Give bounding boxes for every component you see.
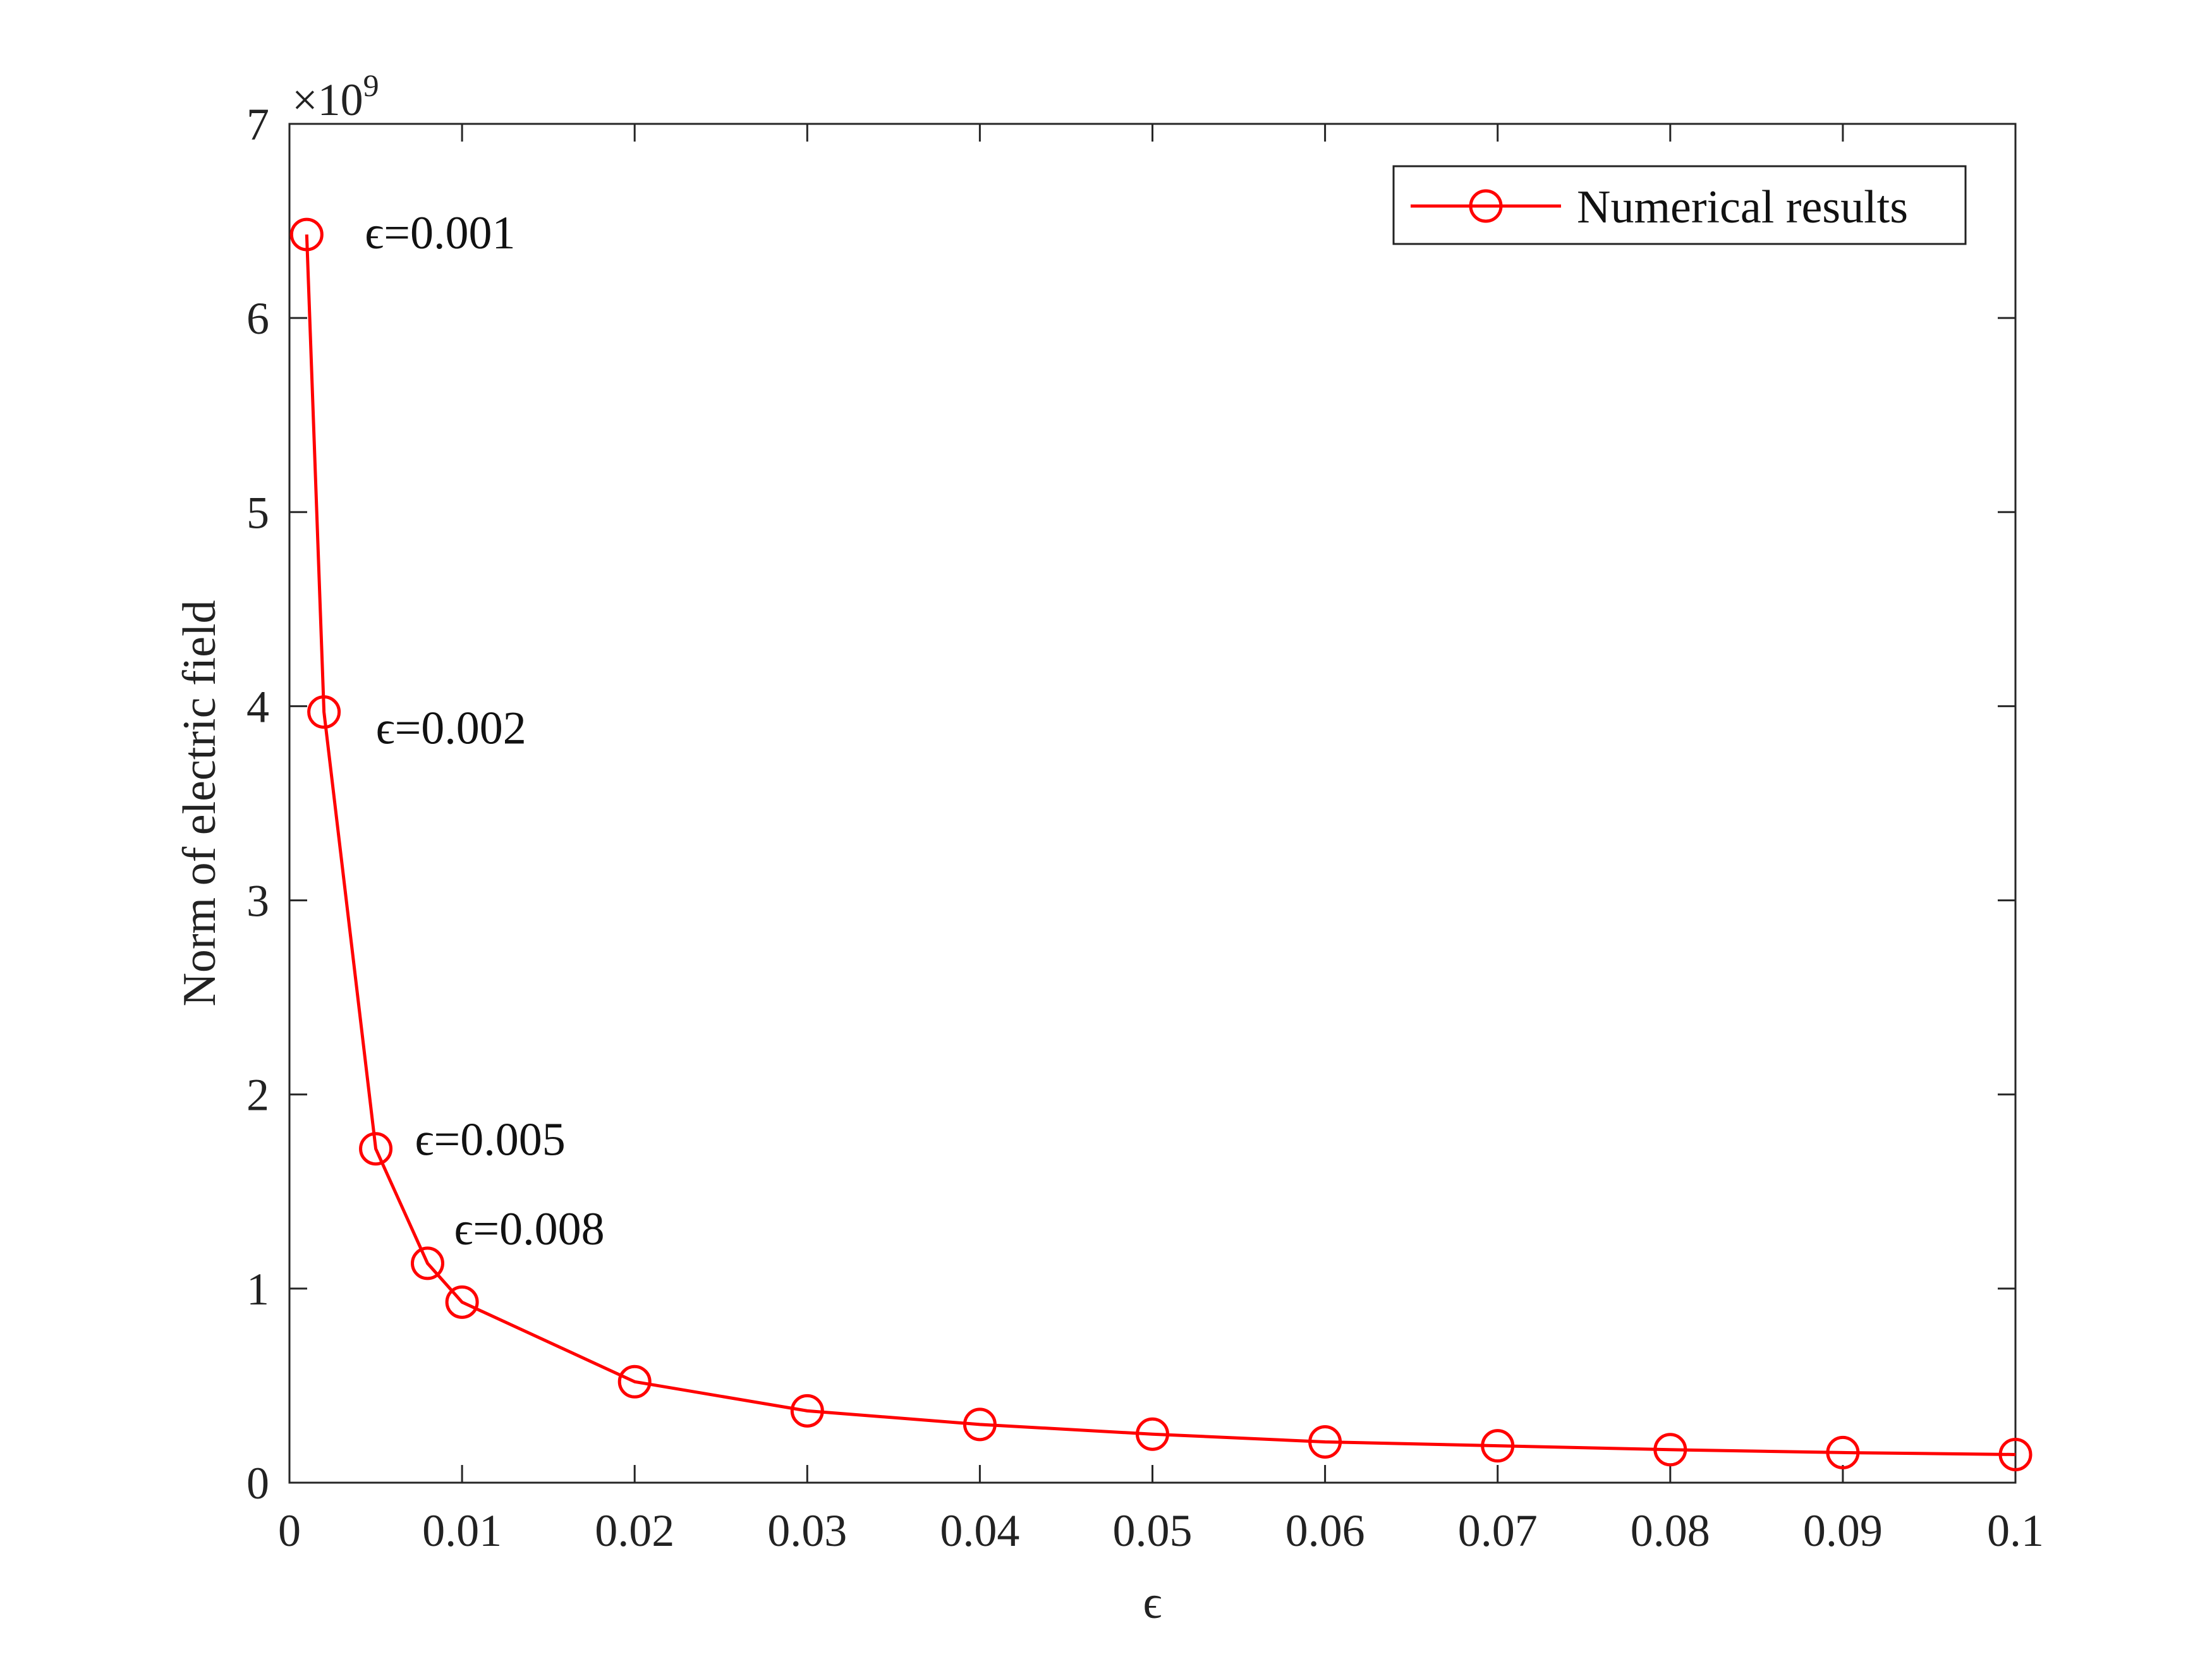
legend-marker-circle-icon: [1469, 189, 1503, 223]
data-point-marker: [1826, 1435, 1860, 1469]
y-tick-label: 3: [246, 876, 269, 927]
x-axis-label: ϵ: [1143, 1577, 1162, 1629]
y-tick-label: 1: [246, 1264, 269, 1315]
y-tick-label: 5: [246, 487, 269, 538]
x-tick-label: 0.07: [1458, 1505, 1538, 1556]
series-line: [305, 234, 2016, 1456]
data-point-marker: [963, 1407, 997, 1442]
point-annotation: ϵ=0.002: [376, 703, 526, 755]
x-tick-label: 0.06: [1285, 1505, 1365, 1556]
y-axis-multiplier-base: ×10: [292, 75, 363, 125]
point-annotation: ϵ=0.001: [365, 207, 515, 259]
plot-layer: 0 0.01 0.02 0.03 0.04 0.05 0.06 0.07 0.08 0.09 0.1…: [246, 99, 2044, 1556]
y-tick-label: 6: [246, 293, 269, 344]
y-axis-multiplier-exponent: 9: [363, 68, 379, 103]
x-tick-label: 0.01: [422, 1505, 502, 1556]
x-tick-label: 0.09: [1803, 1505, 1883, 1556]
point-annotation: ϵ=0.005: [415, 1114, 566, 1166]
y-tick-label: 2: [246, 1070, 269, 1121]
data-point-marker: [1998, 1437, 2033, 1471]
y-axis-multiplier: ×109: [292, 68, 379, 125]
data-point-marker: [410, 1246, 444, 1280]
data-point-marker: [1653, 1433, 1687, 1467]
y-tick-label: 4: [246, 681, 269, 732]
data-point-marker: [1308, 1425, 1342, 1459]
data-point-marker: [307, 695, 341, 729]
data-point-marker: [359, 1132, 393, 1166]
data-point-marker: [1481, 1429, 1515, 1463]
x-tick-label: 0: [278, 1505, 301, 1556]
x-tick-label: 0.1: [1987, 1505, 2044, 1556]
y-tick-label: 7: [246, 99, 269, 150]
legend-label: Numerical results: [1577, 181, 1908, 233]
x-tick-label: 0.02: [595, 1505, 674, 1556]
legend: Numerical results: [1392, 165, 1967, 245]
data-point-marker: [617, 1364, 652, 1399]
point-annotation: ϵ=0.008: [454, 1203, 604, 1255]
x-tick-label: 0.03: [767, 1505, 847, 1556]
data-point-marker: [289, 217, 324, 252]
data-point-marker: [790, 1394, 824, 1428]
x-tick-label: 0.05: [1113, 1505, 1193, 1556]
data-point-marker: [445, 1285, 479, 1319]
y-tick-label: 0: [246, 1458, 269, 1509]
x-tick-label: 0.04: [940, 1505, 1019, 1556]
y-axis-label: Norm of electric field: [174, 600, 226, 1006]
x-tick-label: 0.08: [1631, 1505, 1710, 1556]
data-point-marker: [1136, 1417, 1169, 1451]
